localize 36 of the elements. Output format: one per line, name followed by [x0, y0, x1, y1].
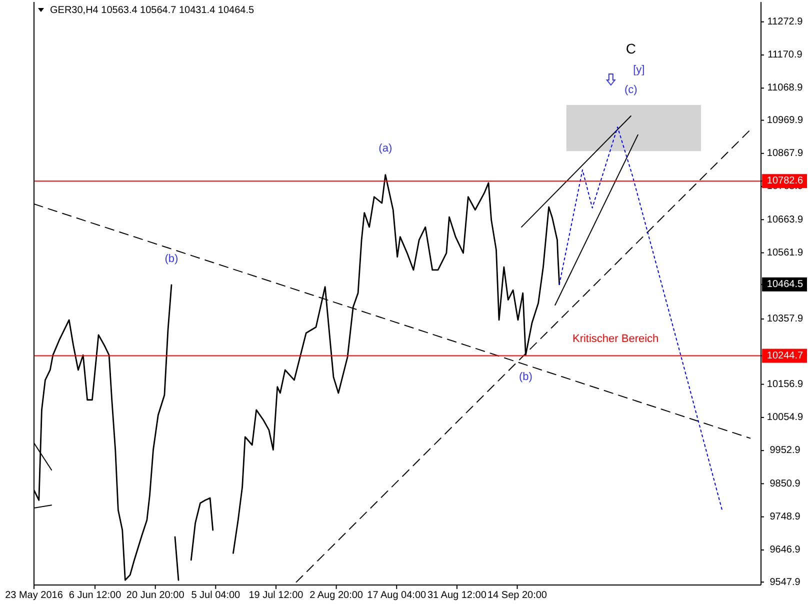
- x-tick-label: 20 Jun 20:00: [126, 590, 185, 601]
- y-tick-label: 9850.9: [770, 478, 801, 490]
- ref-line-label: Kritischer Bereich: [572, 332, 659, 345]
- annotation: (c): [624, 84, 638, 96]
- y-tick-label: 11068.9: [767, 82, 804, 94]
- y-tick-label: 10782.6: [766, 176, 804, 187]
- x-tick-label: 31 Aug 12:00: [427, 590, 487, 601]
- y-tick-label: 11170.9: [768, 50, 803, 61]
- y-tick-label: 10054.9: [766, 412, 804, 424]
- y-tick-label: 9952.9: [770, 445, 801, 456]
- x-tick-label: 23 May 2016: [5, 590, 64, 601]
- x-tick-label: 5 Jul 04:00: [191, 590, 241, 601]
- x-tick-label: 6 Jun 12:00: [68, 590, 122, 601]
- annotation: C: [626, 40, 636, 57]
- chart-title: GER30,H4 10563.4 10564.7 10431.4 10464.5: [50, 5, 254, 16]
- y-tick-label: 10663.9: [766, 214, 804, 226]
- y-tick-label: 11272.9: [767, 16, 804, 28]
- y-tick-label: 9547.9: [770, 576, 801, 588]
- y-tick-label: 10867.9: [766, 148, 804, 160]
- y-tick-label: 10464.5: [766, 279, 804, 290]
- annotation: (a): [378, 142, 392, 155]
- y-tick-label: 10244.7: [766, 350, 804, 362]
- x-tick-label: 2 Aug 20:00: [310, 590, 364, 601]
- x-tick-label: 14 Sep 20:00: [488, 590, 548, 601]
- y-tick-label: 9646.9: [770, 544, 801, 556]
- y-tick-label: 10357.9: [766, 314, 804, 325]
- x-tick-label: 17 Aug 04:00: [367, 590, 427, 601]
- annotation: [y]: [633, 64, 645, 76]
- y-tick-label: 10561.9: [766, 247, 804, 258]
- y-tick-label: 10969.9: [766, 114, 804, 126]
- annotation: (b): [164, 252, 178, 265]
- annotation: (b): [518, 370, 532, 383]
- x-tick-label: 19 Jul 12:00: [248, 590, 304, 601]
- y-tick-label: 9748.9: [770, 511, 801, 522]
- line-series: [558, 126, 723, 510]
- y-tick-label: 10156.9: [766, 378, 804, 390]
